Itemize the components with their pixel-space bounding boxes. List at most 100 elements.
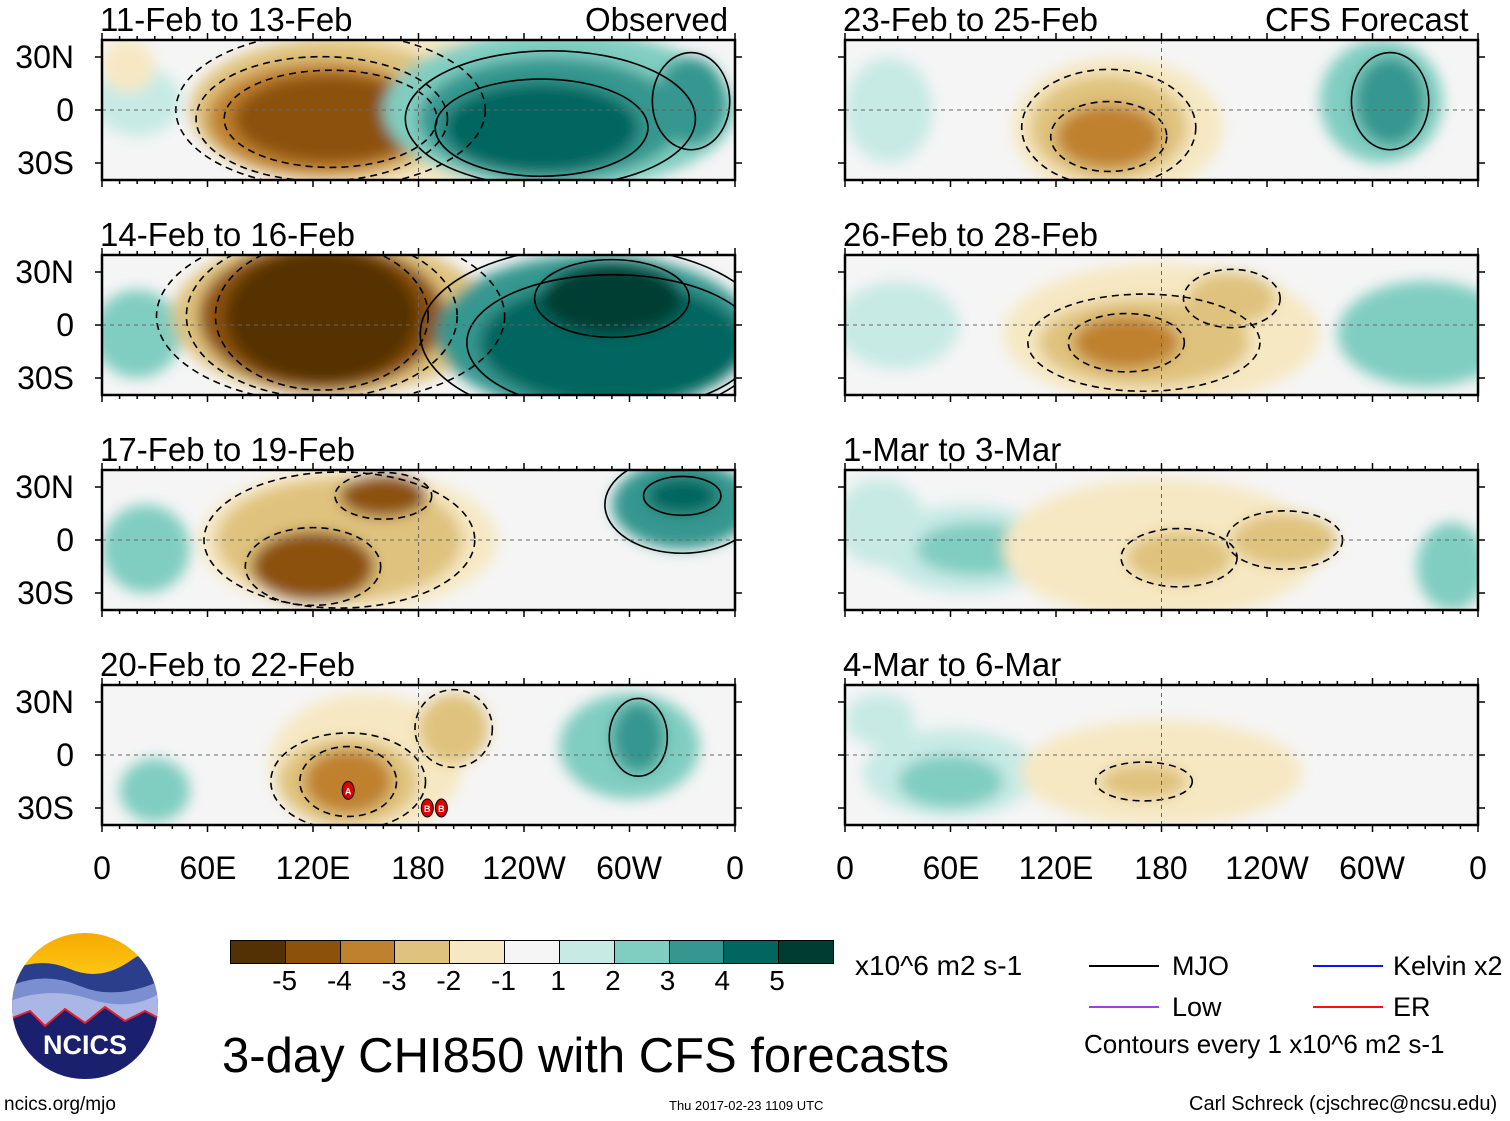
anomaly-region xyxy=(444,83,639,172)
mjo-contour xyxy=(155,255,506,395)
mjo-contour xyxy=(533,258,691,339)
mjo-contour xyxy=(1094,761,1194,802)
lon-label: 60E xyxy=(179,850,237,886)
mjo-contour xyxy=(334,471,433,520)
storm-marker-icon: B xyxy=(420,798,434,818)
lon-label: 120W xyxy=(1225,850,1309,886)
lon-label: 60W xyxy=(596,850,662,886)
map-panel-11feb xyxy=(95,33,742,187)
colorbar-label: -2 xyxy=(436,965,462,996)
axis-ticks xyxy=(95,248,742,402)
mjo-contour xyxy=(270,732,427,825)
mjo-contour xyxy=(608,697,669,777)
storm-marker-label: B xyxy=(424,804,431,814)
lat-label: 30N xyxy=(15,39,74,75)
mjo-contour xyxy=(244,526,382,607)
website-link[interactable]: ncics.org/mjo xyxy=(4,1094,116,1115)
figure-title: 3-day CHI850 with CFS forecasts xyxy=(222,1029,950,1083)
axis-ticks xyxy=(838,678,1485,832)
colorbar-swatch xyxy=(614,941,670,963)
axis-ticks xyxy=(95,678,742,832)
axis-ticks xyxy=(838,463,1485,617)
map-panel-17feb xyxy=(95,463,742,617)
storm-marker-icon: A xyxy=(341,780,355,800)
map-panel-4mar xyxy=(838,678,1485,832)
legend-er-line xyxy=(1313,1006,1383,1008)
colorbar-swatch xyxy=(724,941,780,963)
mjo-contour xyxy=(404,50,697,180)
mjo-contour xyxy=(1182,268,1281,329)
lat-label: 30N xyxy=(15,254,74,290)
legend-er-label: ER xyxy=(1393,992,1431,1022)
panel-title: 1-Mar to 3-Mar xyxy=(843,431,1062,468)
lon-label: 120W xyxy=(482,850,566,886)
lon-label: 0 xyxy=(726,850,744,886)
colorbar-swatch xyxy=(505,941,560,963)
lat-label: 30S xyxy=(17,790,74,826)
panel-title: 4-Mar to 6-Mar xyxy=(843,646,1062,683)
anomaly-region xyxy=(1416,522,1478,610)
mjo-contour xyxy=(195,55,449,180)
axis-ticks xyxy=(838,33,1485,187)
axis-ticks xyxy=(95,463,742,617)
timestamp: Thu 2017-02-23 1109 UTC xyxy=(669,1098,824,1113)
anomaly-region xyxy=(541,263,683,334)
lon-label: 60W xyxy=(1339,850,1405,886)
mjo-contour xyxy=(1020,68,1197,180)
colorbar-label: 5 xyxy=(769,965,785,996)
colorbar-label: -5 xyxy=(272,965,298,996)
lon-label: 0 xyxy=(836,850,854,886)
anomaly-region xyxy=(1337,280,1478,387)
lat-label: 0 xyxy=(56,737,74,773)
mjo-contour xyxy=(604,470,735,555)
panel-title: 11-Feb to 13-Feb xyxy=(100,1,353,38)
anomaly-region xyxy=(611,702,665,773)
colorbar-label: 4 xyxy=(714,965,731,996)
anomaly-region xyxy=(102,504,190,593)
colorbar-swatch xyxy=(779,941,833,963)
map-panel-1mar xyxy=(838,463,1485,617)
panel-title: 20-Feb to 22-Feb xyxy=(100,646,355,683)
lon-label: 0 xyxy=(1469,850,1487,886)
colorbar-label: 2 xyxy=(605,965,621,996)
mjo-contour xyxy=(1120,527,1238,588)
colorbar-label: -3 xyxy=(381,965,407,996)
colorbar-label: -1 xyxy=(491,965,516,996)
lat-label: 30S xyxy=(17,575,74,611)
anomaly-region xyxy=(233,74,428,163)
anomaly-region xyxy=(897,755,1004,808)
axis-ticks xyxy=(95,33,742,187)
anomaly-region xyxy=(647,478,718,514)
anomaly-region xyxy=(102,40,155,93)
lat-label: 30S xyxy=(17,145,74,181)
legend-mjo-label: MJO xyxy=(1172,951,1229,981)
anomaly-region xyxy=(1354,57,1426,146)
anomaly-region xyxy=(339,474,428,518)
units-label: x10^6 m2 s-1 xyxy=(855,950,1023,981)
contour-note: Contours every 1 x10^6 m2 s-1 xyxy=(1084,1029,1445,1059)
lon-label: 180 xyxy=(391,850,445,886)
storm-marker-label: B xyxy=(438,804,445,814)
mjo-contour xyxy=(214,255,429,391)
colorbar-swatch xyxy=(285,941,341,963)
mjo-contour xyxy=(414,688,494,769)
panel-title: 26-Feb to 28-Feb xyxy=(843,216,1098,253)
anomaly-region xyxy=(845,693,916,747)
anomaly-region xyxy=(225,255,419,384)
colorbar-swatch xyxy=(231,941,286,963)
anomaly-region xyxy=(1231,513,1338,567)
lon-label: 120E xyxy=(275,850,351,886)
lat-label: 30N xyxy=(15,684,74,720)
anomaly-region xyxy=(1056,104,1162,169)
colorbar-swatch xyxy=(395,941,451,963)
mjo-contour xyxy=(642,475,722,517)
cfs-forecast-label: CFS Forecast xyxy=(1265,1,1469,38)
mjo-contour xyxy=(1049,100,1168,173)
colorbar-swatch xyxy=(450,941,506,963)
panel-title: 17-Feb to 19-Feb xyxy=(100,431,355,468)
legend-kelvin-label: Kelvin x2 xyxy=(1393,951,1503,981)
lon-label: 120E xyxy=(1018,850,1094,886)
anomaly-region xyxy=(1073,316,1180,370)
